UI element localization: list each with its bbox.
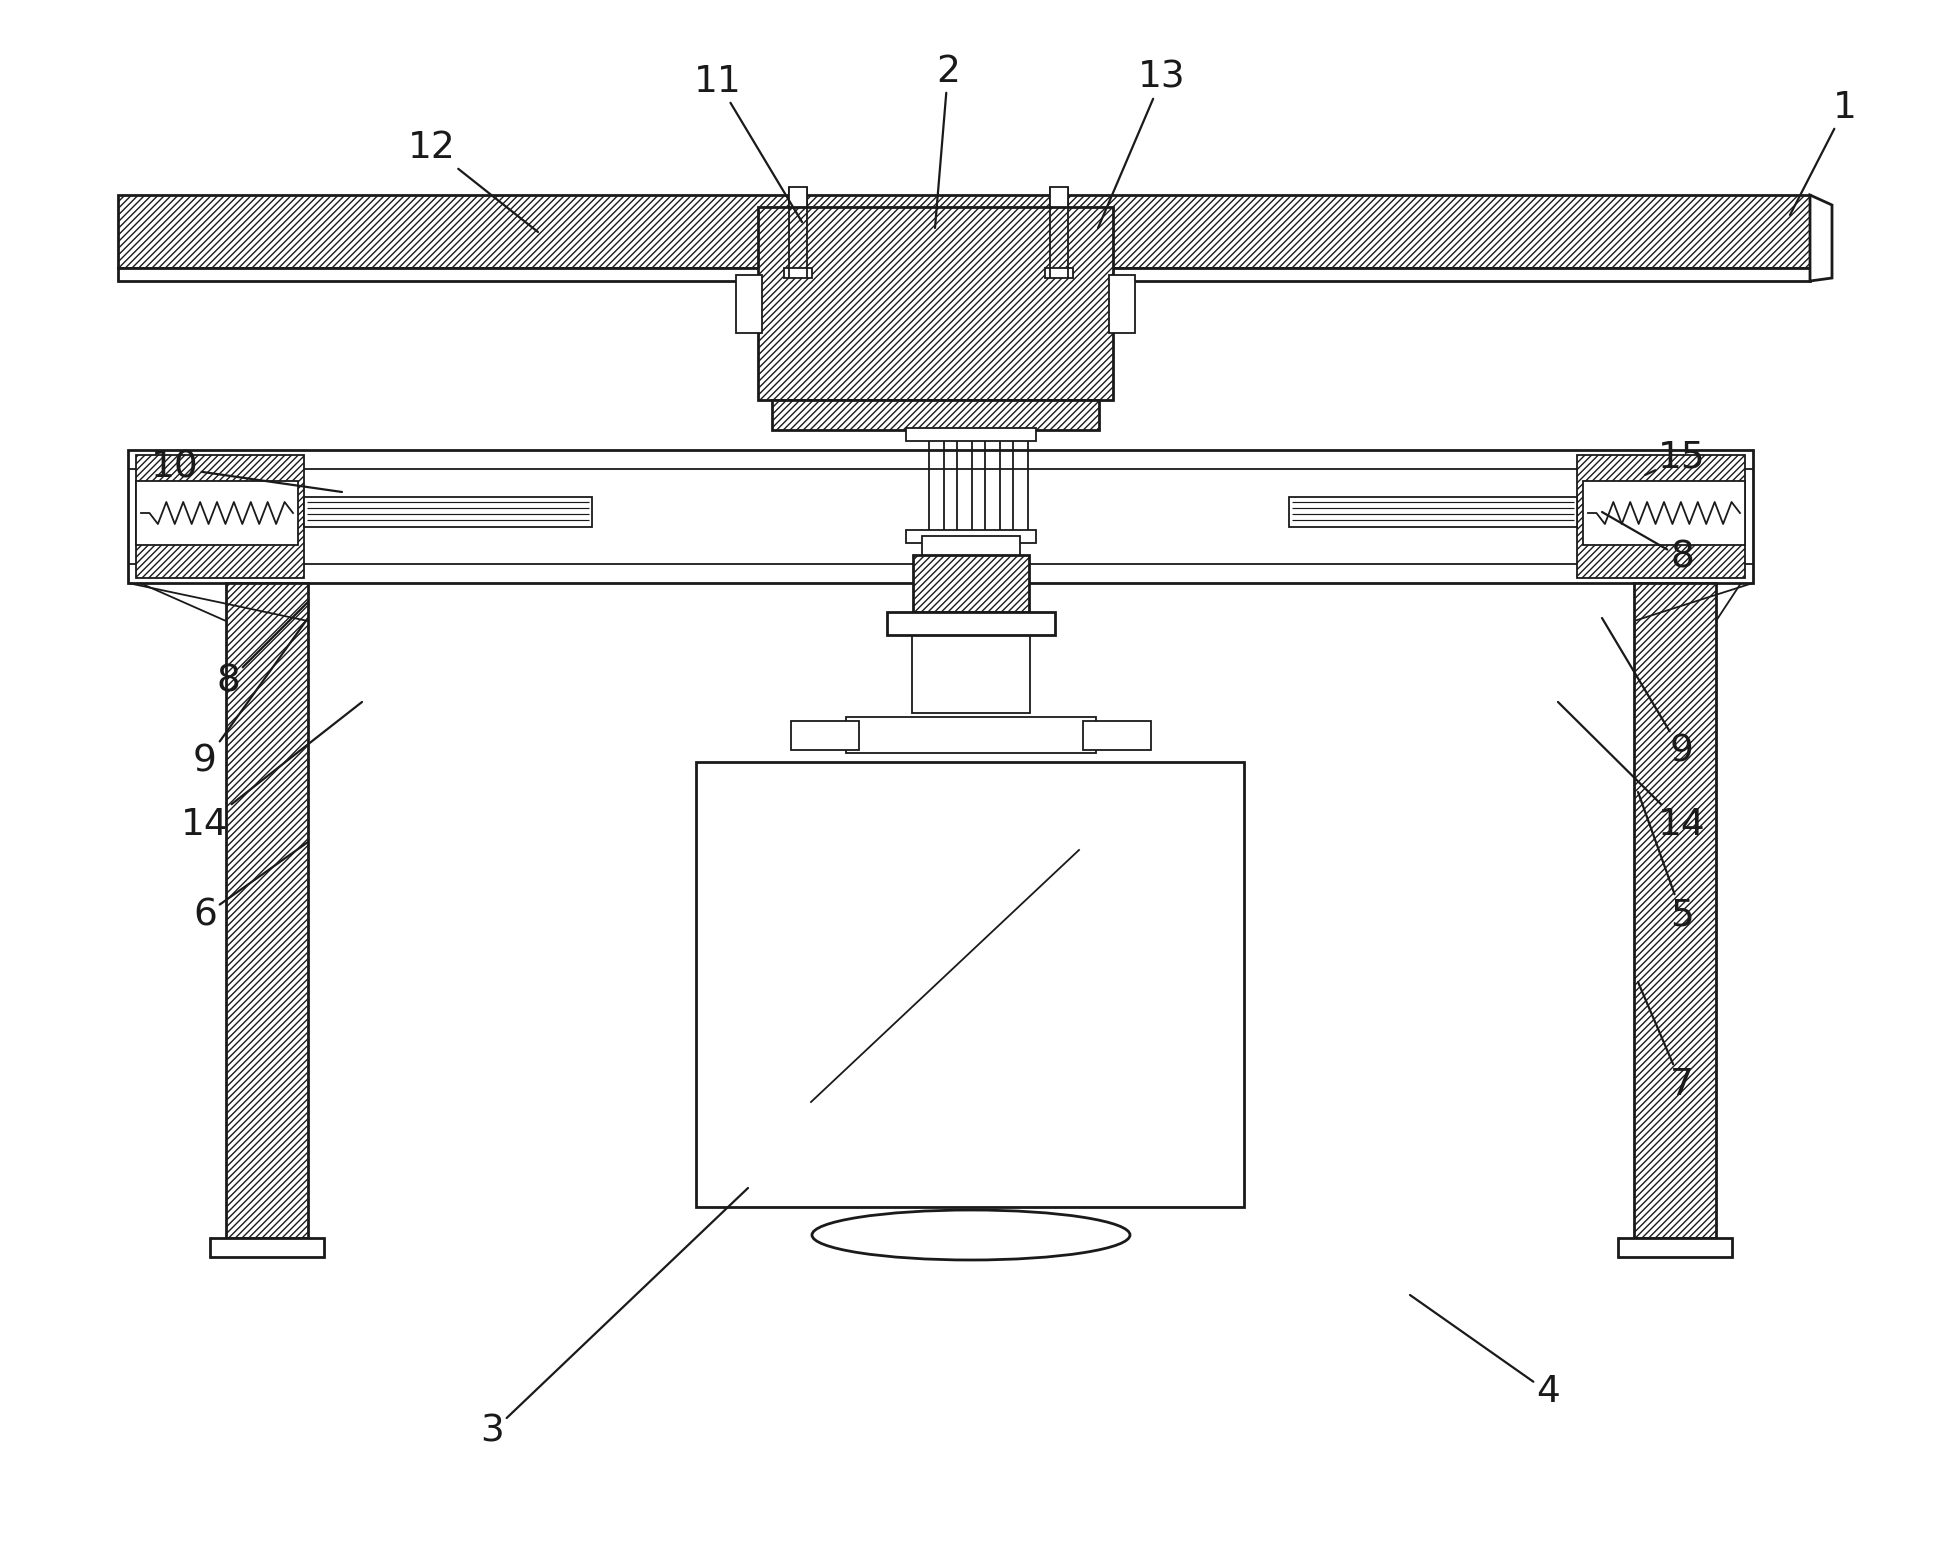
Bar	[1583, 481, 1746, 545]
Text: 6: 6	[192, 842, 309, 933]
Bar	[913, 625, 1029, 712]
Text: 9: 9	[192, 619, 309, 779]
Text: 10: 10	[151, 450, 342, 492]
Text: 8: 8	[216, 601, 309, 700]
Bar	[788, 187, 808, 208]
Text: 5: 5	[1637, 792, 1693, 933]
Bar	[118, 195, 1810, 269]
Bar	[773, 400, 1099, 430]
Bar	[1051, 187, 1068, 208]
Bar	[128, 450, 1754, 583]
Text: 15: 15	[1645, 440, 1705, 476]
Bar	[136, 455, 305, 578]
Bar	[210, 1239, 324, 1257]
Bar	[1084, 722, 1152, 750]
Text: 4: 4	[1410, 1295, 1559, 1410]
Text: 14: 14	[1557, 701, 1705, 843]
Text: 3: 3	[480, 1189, 748, 1450]
Polygon shape	[1810, 195, 1831, 281]
Bar	[1109, 275, 1134, 333]
Bar	[887, 612, 1055, 636]
Text: 14: 14	[181, 701, 361, 843]
Bar	[913, 555, 1029, 612]
Bar	[1633, 583, 1717, 1239]
Bar	[907, 530, 1035, 544]
Ellipse shape	[812, 1211, 1130, 1261]
Bar	[785, 269, 812, 278]
Text: 9: 9	[1602, 619, 1693, 770]
Text: 2: 2	[934, 55, 959, 228]
Bar	[1289, 497, 1577, 526]
Text: 1: 1	[1791, 91, 1857, 216]
Bar	[922, 536, 1020, 555]
Bar	[695, 762, 1245, 1207]
Text: 12: 12	[408, 130, 538, 233]
Bar	[305, 497, 592, 526]
Bar	[1577, 455, 1746, 578]
Bar	[1618, 1239, 1732, 1257]
Bar	[136, 481, 297, 545]
Bar	[225, 583, 309, 1239]
Text: 7: 7	[1637, 982, 1693, 1103]
Bar	[790, 722, 858, 750]
Bar	[757, 208, 1113, 400]
Bar	[847, 717, 1095, 753]
Bar	[736, 275, 761, 333]
Text: 8: 8	[1602, 512, 1693, 576]
Bar	[1045, 269, 1074, 278]
Bar	[118, 269, 1810, 281]
Bar	[907, 428, 1035, 440]
Text: 13: 13	[1097, 59, 1187, 228]
Text: 11: 11	[693, 64, 802, 222]
